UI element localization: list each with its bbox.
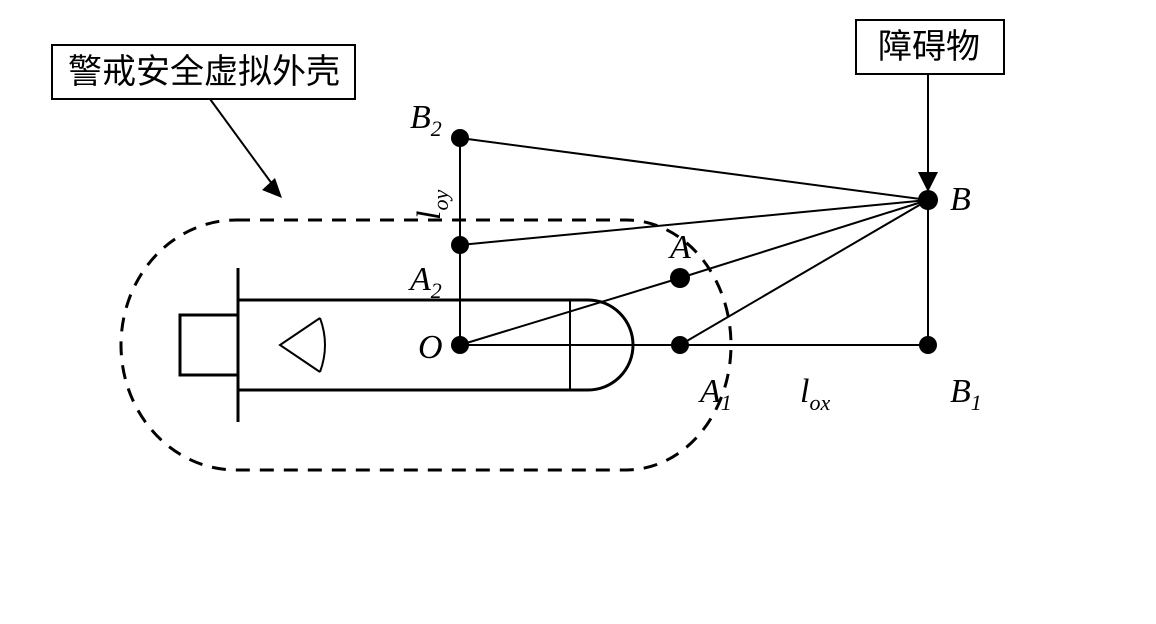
point-B1 <box>919 336 937 354</box>
shell-label-group: 警戒安全虚拟外壳 <box>52 45 355 99</box>
obstacle-label-text: 障碍物 <box>878 28 980 66</box>
point-O <box>451 336 469 354</box>
obstacle-label-group: 障碍物 <box>856 20 1004 74</box>
point-A2 <box>451 236 469 254</box>
label-B1: B1 <box>950 373 982 415</box>
label-A2: A2 <box>408 261 442 303</box>
label-loy: loy <box>411 190 453 220</box>
geometry-labels: O A2 B2 A A1 B B1 loy lox <box>408 99 982 415</box>
point-B <box>918 190 938 210</box>
geometry-edges <box>460 138 928 345</box>
label-A: A <box>668 229 691 266</box>
vehicle-tail-rect <box>180 315 238 375</box>
point-B2 <box>451 129 469 147</box>
obstacle-leader-arrow <box>918 74 938 192</box>
point-A <box>670 268 690 288</box>
shell-leader-arrow <box>210 99 282 198</box>
label-lox: lox <box>800 373 830 415</box>
vehicle-fin <box>280 318 320 372</box>
shell-label-text: 警戒安全虚拟外壳 <box>68 53 340 91</box>
label-O: O <box>418 329 443 366</box>
diagram-canvas: 警戒安全虚拟外壳 障碍物 <box>0 0 1156 624</box>
label-B2: B2 <box>410 99 442 141</box>
point-A1 <box>671 336 689 354</box>
label-B: B <box>950 181 971 218</box>
vehicle-fin-back <box>320 318 325 372</box>
geometry-points <box>451 129 938 354</box>
